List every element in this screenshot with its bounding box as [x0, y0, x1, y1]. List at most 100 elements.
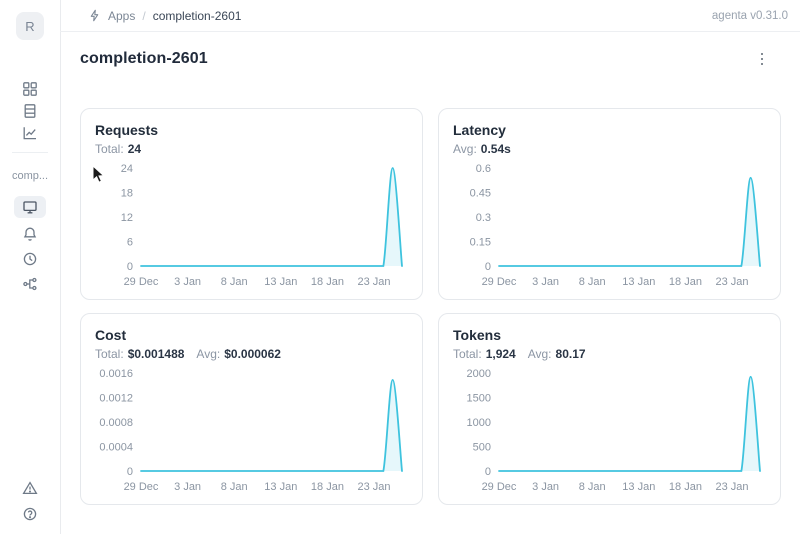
stat-label: Total:	[95, 347, 124, 361]
chart-stats: Total: 1,924 Avg: 80.17	[453, 347, 766, 361]
stat-value: 0.54s	[480, 142, 511, 156]
cost-chart: 0 0.0004 0.0008 0.0012 0.0016 29 Dec 3 Jan 8 Ja…	[95, 363, 408, 497]
stat-label: Avg:	[527, 347, 552, 361]
bell-icon[interactable]	[18, 226, 42, 242]
stat-label: Avg:	[196, 347, 221, 361]
sidebar: R comp...	[0, 0, 61, 534]
breadcrumb-apps-link[interactable]: Apps	[108, 8, 136, 23]
x-tick-label: 3 Jan	[532, 481, 559, 493]
help-icon[interactable]	[18, 506, 42, 522]
x-tick-label: 29 Dec	[482, 481, 517, 493]
monitor-icon	[22, 199, 38, 215]
y-tick-label: 2000	[467, 368, 491, 380]
stat-value: 1,924	[485, 347, 516, 361]
x-tick-label: 29 Dec	[482, 276, 517, 288]
series-area	[499, 376, 760, 471]
x-tick-label: 13 Jan	[622, 276, 655, 288]
stat-pair: Avg: 0.54s	[453, 142, 511, 156]
y-tick-label: 1000	[467, 417, 491, 429]
y-tick-label: 0.0016	[99, 368, 133, 380]
chart-svg: 0 6 12 18 24 29 Dec 3 Jan 8 Jan 13 Jan 18 Jan 23 J…	[121, 163, 403, 288]
stat-label: Total:	[453, 347, 482, 361]
x-tick-label: 23 Jan	[716, 276, 749, 288]
chart-title: Tokens	[453, 327, 501, 343]
requests-card: Requests Total: 24 0 6 12 18 24 29 Dec 3 Jan 8 J…	[80, 108, 423, 300]
sidebar-nav-bottom	[18, 480, 42, 522]
x-tick-label: 18 Jan	[311, 481, 344, 493]
workspace-avatar[interactable]: R	[16, 12, 44, 40]
x-tick-label: 13 Jan	[264, 481, 297, 493]
y-tick-label: 0.0004	[99, 442, 133, 454]
series-area	[141, 168, 402, 266]
stat-value: 24	[127, 142, 142, 156]
chart-svg: 0 0.15 0.3 0.45 0.6 29 Dec 3 Jan 8 Jan 13 Jan 18 …	[470, 163, 761, 288]
x-tick-label: 13 Jan	[264, 276, 297, 288]
latency-chart: 0 0.15 0.3 0.45 0.6 29 Dec 3 Jan 8 Jan 13 Jan 18 …	[453, 158, 766, 292]
x-tick-label: 3 Jan	[532, 276, 559, 288]
series-line	[140, 378, 403, 472]
series-line	[140, 167, 403, 267]
sidebar-divider	[12, 152, 48, 153]
chart-stats: Total: $0.001488 Avg: $0.000062	[95, 347, 408, 361]
x-tick-label: 8 Jan	[579, 276, 606, 288]
tokens-chart: 0 500 1000 1500 2000 29 Dec 3 Jan 8 Jan 13 Jan 18…	[453, 363, 766, 497]
stat-pair: Avg: $0.000062	[196, 347, 281, 361]
y-tick-label: 18	[121, 188, 133, 200]
x-tick-label: 13 Jan	[622, 481, 655, 493]
requests-chart: 0 6 12 18 24 29 Dec 3 Jan 8 Jan 13 Jan 18 Jan 23 J…	[95, 158, 408, 292]
y-tick-label: 0.15	[470, 237, 491, 249]
x-tick-label: 18 Jan	[669, 276, 702, 288]
y-tick-label: 12	[121, 212, 133, 224]
series-line	[498, 375, 761, 472]
chart-svg: 0 500 1000 1500 2000 29 Dec 3 Jan 8 Jan 13 Jan 18…	[467, 368, 761, 493]
x-tick-label: 23 Jan	[358, 276, 391, 288]
y-tick-label: 0.45	[470, 188, 491, 200]
x-tick-label: 8 Jan	[221, 276, 248, 288]
x-tick-label: 8 Jan	[579, 481, 606, 493]
x-tick-label: 23 Jan	[358, 481, 391, 493]
chart-title: Cost	[95, 327, 127, 343]
x-tick-label: 3 Jan	[174, 276, 201, 288]
sidebar-item-overview[interactable]	[14, 196, 46, 218]
sidebar-nav-top	[18, 81, 42, 141]
stat-pair: Avg: 80.17	[528, 347, 586, 361]
x-tick-label: 18 Jan	[669, 481, 702, 493]
chart-svg: 0 0.0004 0.0008 0.0012 0.0016 29 Dec 3 Jan 8 Ja…	[99, 368, 403, 493]
lightning-icon	[88, 9, 101, 22]
main-content: completion-2601 Requests Total: 24 0 6 12 18…	[60, 32, 800, 534]
stat-label: Total:	[95, 142, 124, 156]
stat-pair: Total: 24	[95, 142, 141, 156]
x-tick-label: 18 Jan	[311, 276, 344, 288]
trace-tree-icon[interactable]	[18, 276, 42, 292]
sidebar-app-label: comp...	[11, 170, 49, 182]
tokens-card: Tokens Total: 1,924 Avg: 80.17 0 500 1000 1500…	[438, 313, 781, 505]
y-tick-label: 0.0012	[99, 393, 133, 405]
stat-pair: Total: 1,924	[453, 347, 516, 361]
y-tick-label: 1500	[467, 393, 491, 405]
latency-card: Latency Avg: 0.54s 0 0.15 0.3 0.45 0.6 29 Dec 3…	[438, 108, 781, 300]
y-tick-label: 0	[127, 261, 133, 273]
kebab-menu-icon[interactable]	[754, 50, 770, 68]
chart-title: Requests	[95, 122, 159, 138]
alert-triangle-icon[interactable]	[18, 480, 42, 496]
x-tick-label: 3 Jan	[174, 481, 201, 493]
y-tick-label: 6	[127, 237, 133, 249]
series-area	[499, 177, 760, 266]
y-tick-label: 0.3	[476, 212, 491, 224]
apps-grid-icon[interactable]	[18, 81, 42, 97]
cost-card: Cost Total: $0.001488 Avg: $0.000062 0 0.000…	[80, 313, 423, 505]
y-tick-label: 500	[473, 442, 491, 454]
table-icon[interactable]	[18, 103, 42, 119]
history-icon[interactable]	[18, 251, 42, 267]
series-area	[141, 379, 402, 471]
workspace-avatar-letter: R	[25, 18, 35, 34]
chart-title: Latency	[453, 122, 506, 138]
x-tick-label: 8 Jan	[221, 481, 248, 493]
y-tick-label: 0.0008	[99, 417, 133, 429]
top-header: Apps / completion-2601 agenta v0.31.0	[60, 0, 800, 32]
x-tick-label: 29 Dec	[124, 276, 159, 288]
chart-icon[interactable]	[18, 125, 42, 141]
x-tick-label: 23 Jan	[716, 481, 749, 493]
breadcrumb: Apps / completion-2601	[88, 9, 241, 23]
series-line	[498, 176, 761, 267]
